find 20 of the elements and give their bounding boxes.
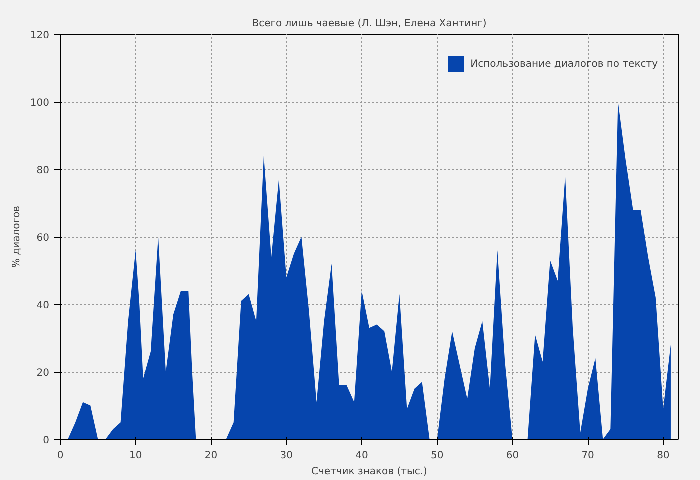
x-tick-label: 60 — [506, 450, 520, 462]
x-tick-label: 50 — [430, 450, 444, 462]
x-tick-label: 40 — [356, 450, 368, 462]
x-tick-label: 10 — [130, 450, 142, 462]
legend-label: Использование диалогов по тексту — [470, 58, 658, 70]
x-tick-label: 70 — [582, 450, 594, 462]
x-tick-label: 0 — [57, 450, 64, 462]
y-tick-label: 40 — [36, 300, 50, 312]
y-axis-title: % диалогов — [11, 206, 22, 268]
y-tick-label: 120 — [30, 30, 50, 42]
x-tick-label: 20 — [204, 450, 218, 462]
y-tick-label: 100 — [30, 98, 50, 109]
y-tick-label: 20 — [36, 368, 50, 379]
chart-title: Всего лишь чаевые (Л. Шэн, Елена Хантинг) — [252, 18, 487, 30]
y-tick-label: 80 — [36, 166, 50, 176]
y-tick-label: 0 — [43, 436, 50, 446]
y-tick-label: 60 — [36, 233, 50, 244]
x-tick-label: 80 — [657, 450, 670, 462]
x-tick-label: 30 — [280, 450, 293, 462]
x-axis-title: Счетчик знаков (тыс.) — [312, 466, 428, 478]
